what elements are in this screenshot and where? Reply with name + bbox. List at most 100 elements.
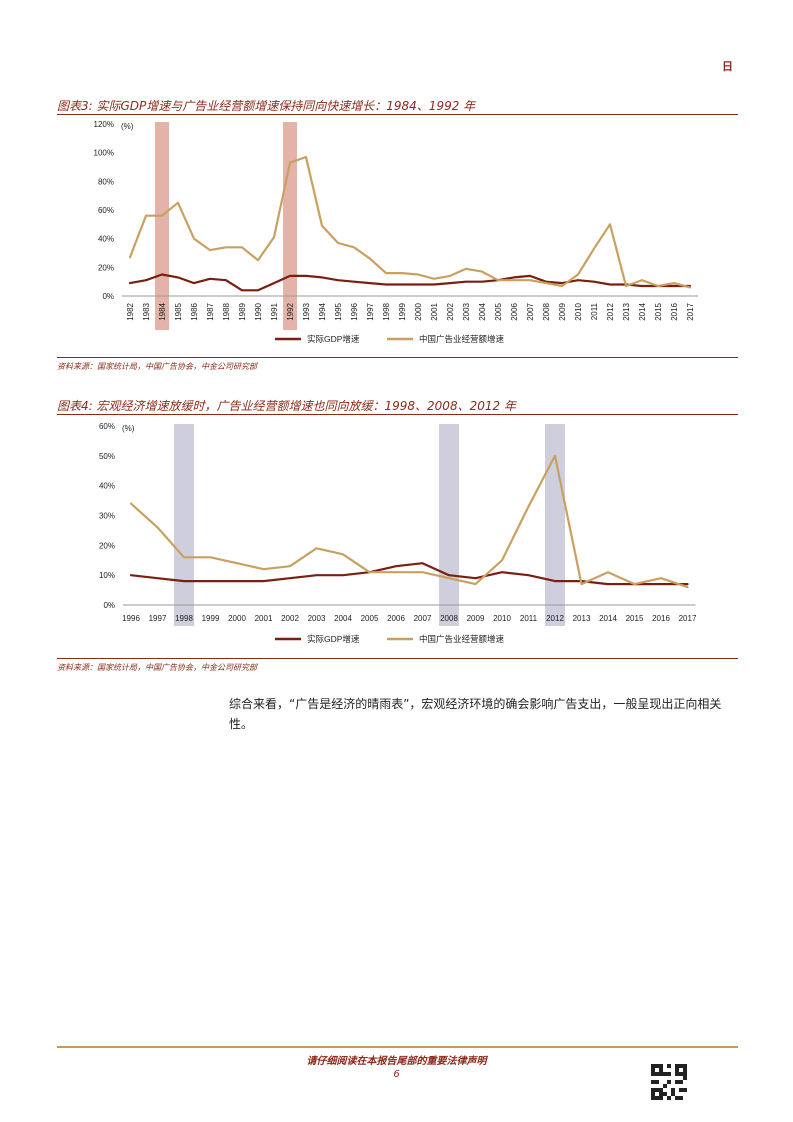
x-tick-label: 2003	[308, 614, 326, 623]
x-tick-label: 1998	[382, 302, 391, 320]
x-tick-label: 1989	[238, 302, 247, 320]
y-tick-label: 40%	[99, 482, 115, 491]
x-tick-label: 1988	[222, 302, 231, 320]
x-tick-label: 2007	[414, 614, 432, 623]
x-tick-label: 2009	[558, 302, 567, 320]
x-tick-label: 1997	[149, 614, 167, 623]
legend-label-ad: 中国广告业经营额增速	[419, 334, 505, 344]
footer-notice: 请仔细阅读在本报告尾部的重要法律声明	[306, 1056, 487, 1067]
highlight-band-2008	[439, 424, 459, 626]
y-tick-label: 80%	[98, 177, 114, 186]
series-line-ad	[128, 155, 692, 289]
x-tick-label: 2005	[361, 614, 379, 623]
x-tick-label: 2013	[622, 302, 631, 320]
highlight-band-1992	[283, 122, 297, 330]
x-tick-label: 1985	[174, 302, 183, 320]
figure2-title: 图表4: 宏观经济增速放缓时，广告业经营额增速也同向放缓：1998、2008、2…	[57, 399, 516, 413]
y-tick-label: 100%	[94, 149, 114, 158]
y-unit-label: (%)	[122, 424, 135, 433]
figure1-source: 资料来源：国家统计局，中国广告协会，中金公司研究部	[57, 362, 257, 371]
x-tick-label: 1986	[190, 302, 199, 320]
legend-label-ad: 中国广告业经营额增速	[419, 634, 505, 644]
summary-paragraph: 综合来看，“广告是经济的晴雨表”，宏观经济环境的确会影响广告支出，一般呈现出正向…	[229, 697, 722, 731]
figure1-chart: 0% 20% 40% 60% 80% 100% 120% (%) 1982 1983 1984 198…	[94, 120, 698, 344]
page-number: 6	[393, 1069, 400, 1080]
series-line-gdp	[128, 273, 692, 292]
y-tick-label: 120%	[94, 120, 114, 129]
figure2-bottom-rule	[57, 658, 738, 659]
x-tick-label: 2016	[652, 614, 670, 623]
figure2-chart: 0% 10% 20% 30% 40% 50% 60% (%) 1996 1997 1998 1999 2…	[99, 422, 697, 644]
x-tick-label: 1984	[158, 302, 167, 320]
x-tick-label: 1995	[334, 302, 343, 320]
x-tick-label: 1993	[302, 302, 311, 320]
y-tick-label: 10%	[99, 571, 115, 580]
legend-label-gdp: 实际GDP增速	[307, 334, 360, 344]
series-line-gdp	[129, 562, 689, 586]
highlight-band-1984	[155, 122, 169, 330]
y-tick-label: 30%	[99, 512, 115, 521]
x-tick-label: 2014	[638, 302, 647, 320]
x-tick-label: 1990	[254, 302, 263, 320]
figure1-title: 图表3: 实际GDP增速与广告业经营额增速保持同向快速增长：1984、1992 …	[57, 99, 476, 113]
x-tick-label: 2013	[573, 614, 591, 623]
header-corner-mark: 日	[722, 60, 733, 73]
x-tick-label: 2008	[542, 302, 551, 320]
x-tick-label: 2000	[228, 614, 246, 623]
x-tick-label: 2017	[686, 302, 695, 320]
x-tick-label: 2002	[446, 302, 455, 320]
x-tick-label: 2016	[670, 302, 679, 320]
x-tick-label: 1983	[142, 302, 151, 320]
x-tick-label: 2008	[440, 614, 458, 623]
x-tick-label: 1997	[366, 302, 375, 320]
x-tick-label: 2015	[626, 614, 644, 623]
x-tick-label: 1999	[202, 614, 220, 623]
x-tick-label: 1998	[175, 614, 193, 623]
series-line-ad	[129, 454, 689, 589]
x-tick-label: 1996	[122, 614, 140, 623]
x-tick-label: 2006	[510, 302, 519, 320]
y-tick-label: 20%	[99, 541, 115, 550]
y-tick-label: 20%	[98, 263, 114, 272]
footer-rule	[57, 1046, 738, 1048]
x-tick-label: 1982	[126, 302, 135, 320]
figure1-top-rule	[57, 114, 738, 115]
x-tick-label: 2011	[590, 302, 599, 320]
x-tick-label: 2014	[599, 614, 617, 623]
y-tick-label: 60%	[99, 422, 115, 431]
x-tick-label: 2012	[546, 614, 564, 623]
x-tick-label: 2012	[606, 302, 615, 320]
x-tick-label: 1994	[318, 302, 327, 320]
x-tick-label: 1996	[350, 302, 359, 320]
x-tick-label: 1992	[286, 302, 295, 320]
x-tick-label: 2011	[520, 614, 538, 623]
x-tick-label: 2005	[494, 302, 503, 320]
highlight-band-2012	[545, 424, 565, 626]
y-tick-label: 50%	[99, 452, 115, 461]
x-tick-label: 2000	[414, 302, 423, 320]
x-tick-label: 1999	[398, 302, 407, 320]
x-tick-label: 2002	[281, 614, 299, 623]
figure2-source: 资料来源：国家统计局，中国广告协会，中金公司研究部	[57, 663, 257, 672]
x-tick-label: 2010	[493, 614, 511, 623]
y-unit-label: (%)	[121, 122, 134, 131]
x-tick-label: 2009	[467, 614, 485, 623]
x-tick-label: 2015	[654, 302, 663, 320]
x-tick-label: 2004	[334, 614, 352, 623]
x-tick-label: 2010	[574, 302, 583, 320]
highlight-band-1998	[174, 424, 194, 626]
x-tick-label: 1987	[206, 302, 215, 320]
x-tick-label: 2007	[526, 302, 535, 320]
qr-code-icon	[651, 1064, 687, 1100]
y-tick-label: 0%	[103, 601, 115, 610]
y-tick-label: 0%	[102, 292, 114, 301]
figure1-bottom-rule	[57, 357, 738, 358]
x-tick-label: 2003	[462, 302, 471, 320]
x-tick-label: 2006	[387, 614, 405, 623]
figure2-top-rule	[57, 414, 738, 415]
x-tick-label: 1991	[270, 302, 279, 320]
legend-label-gdp: 实际GDP增速	[307, 634, 360, 644]
x-tick-label: 2004	[478, 302, 487, 320]
x-tick-label: 2001	[430, 302, 439, 320]
x-tick-label: 2017	[679, 614, 697, 623]
